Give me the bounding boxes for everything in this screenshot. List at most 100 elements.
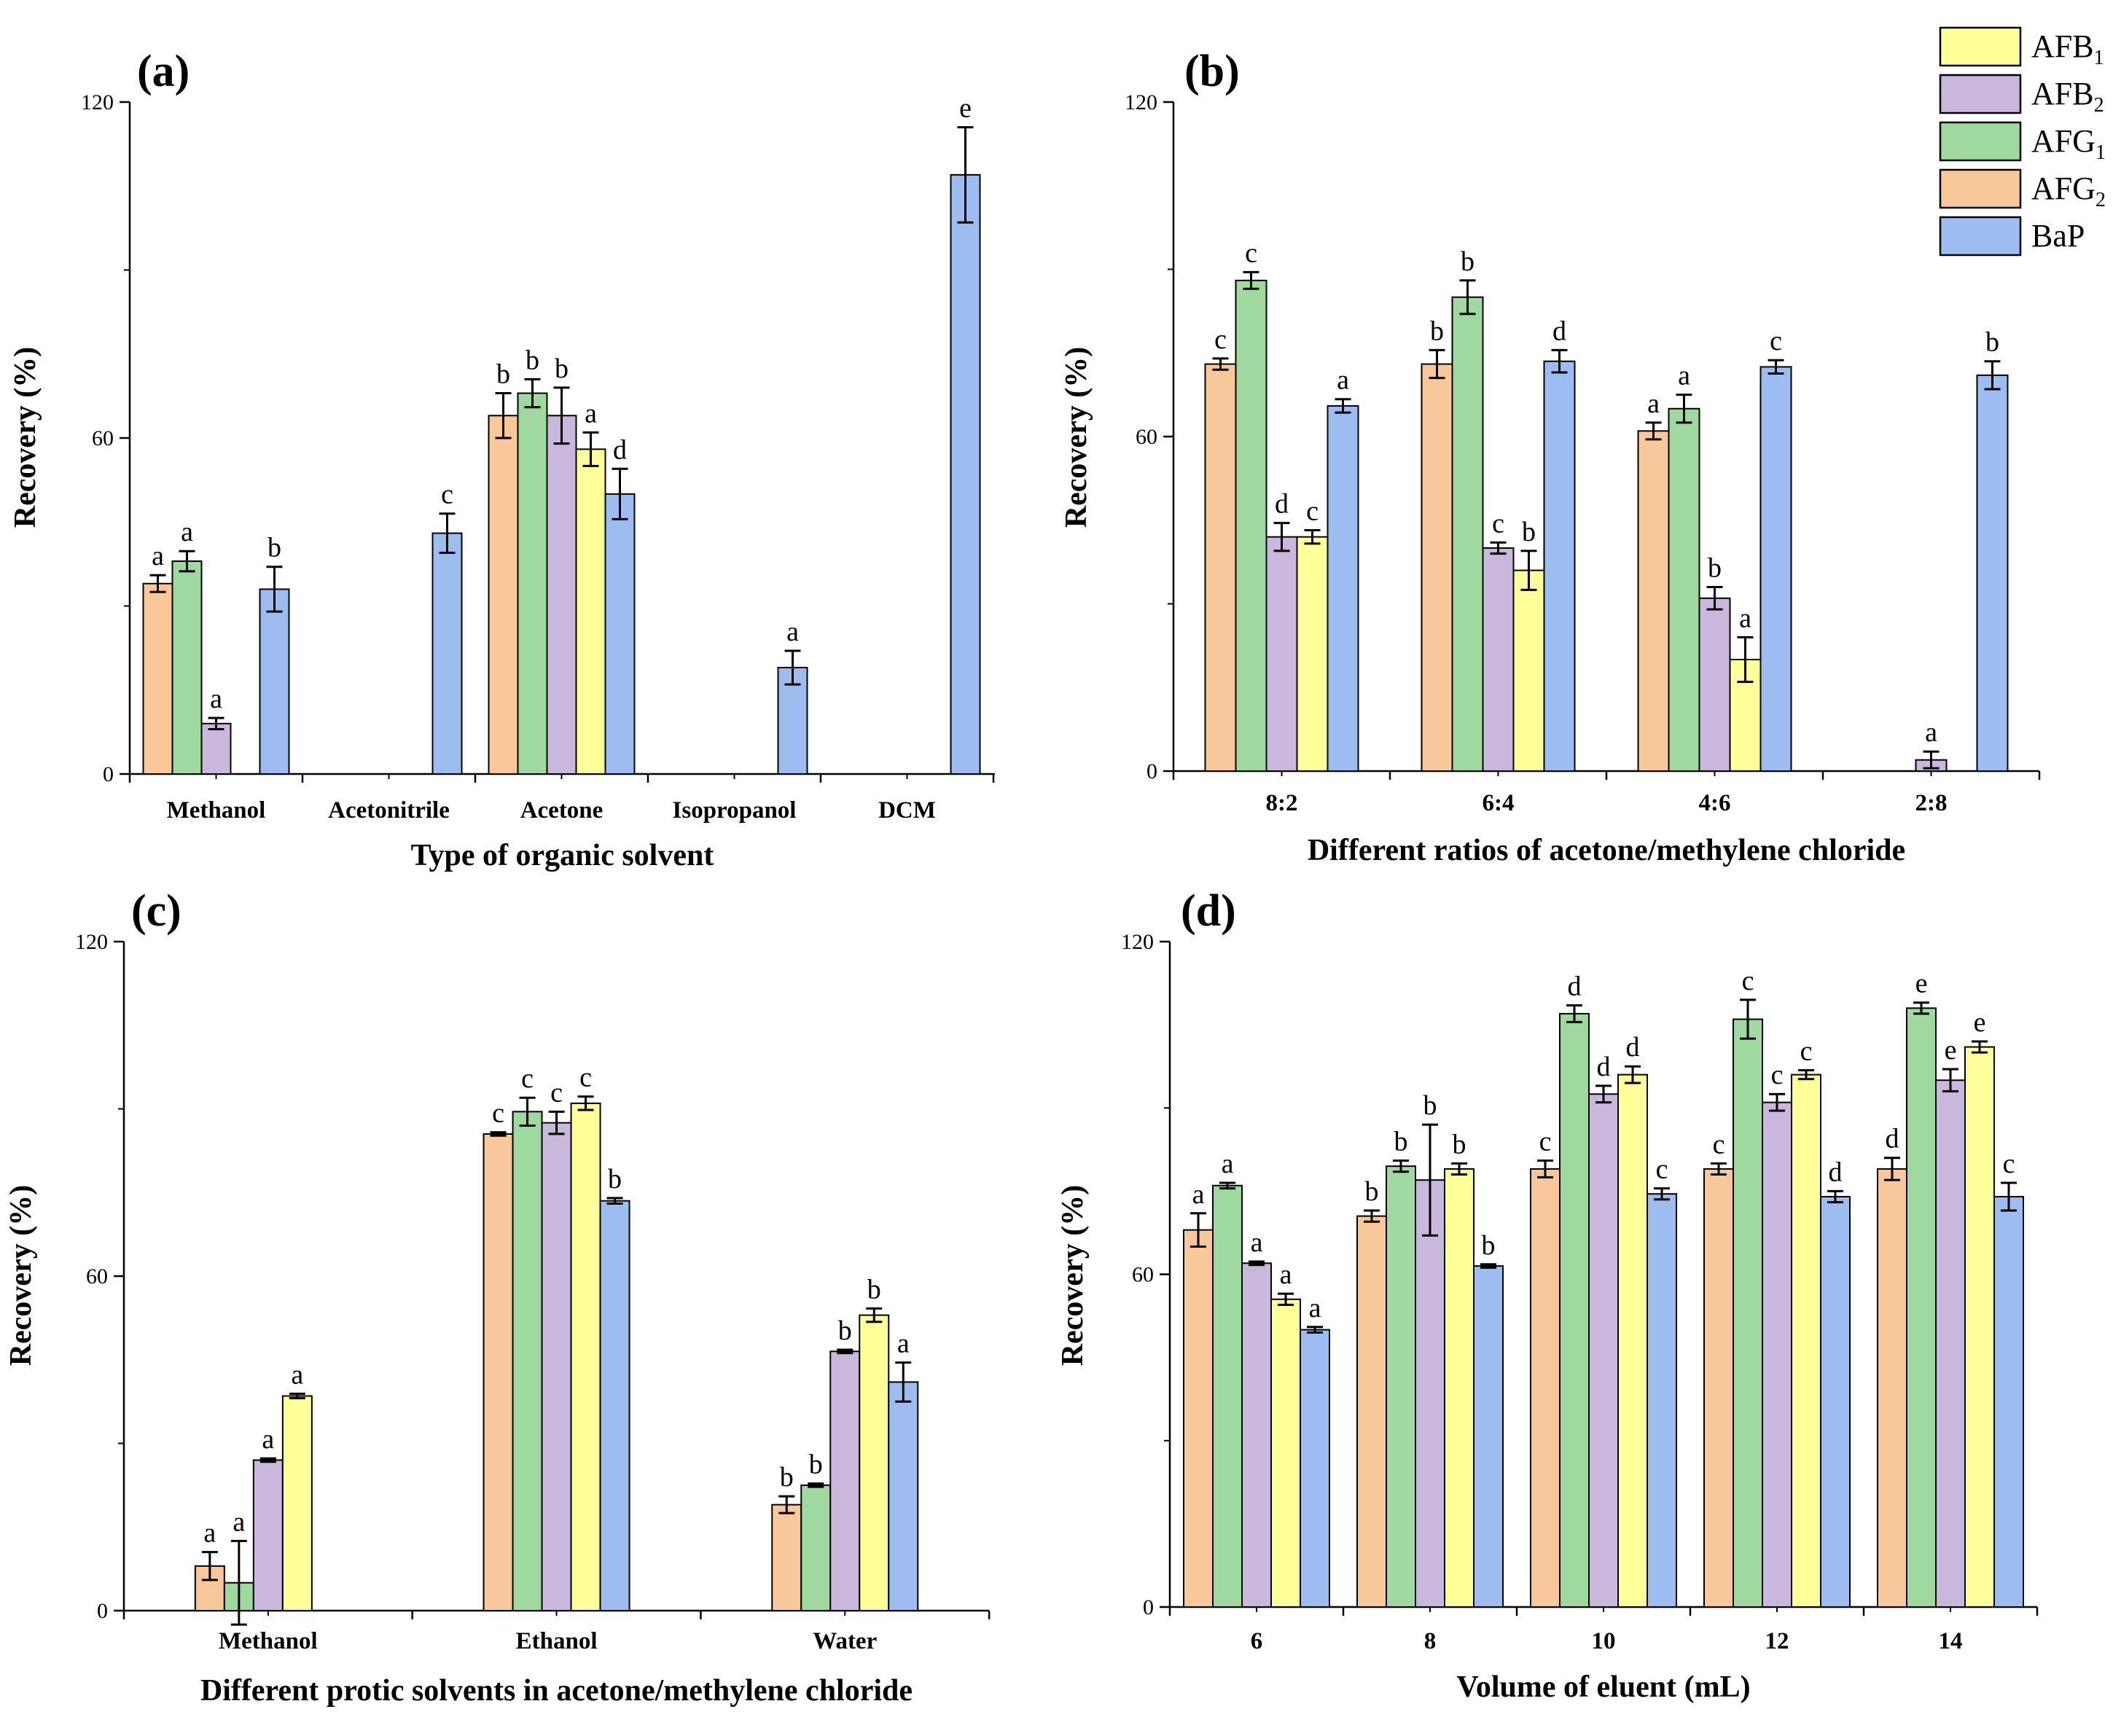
- significance-label: d: [613, 434, 627, 465]
- significance-label: a: [1222, 1149, 1234, 1179]
- significance-label: b: [1461, 246, 1474, 277]
- y-tick-label: 60: [1132, 1263, 1154, 1287]
- bar-afb2-methanol: [200, 722, 232, 775]
- significance-label: a: [233, 1506, 245, 1537]
- bar-bap-ethanol: [599, 1200, 630, 1611]
- significance-label: b: [1985, 327, 1999, 358]
- significance-label: b: [555, 353, 569, 384]
- bar-afg1-4-6: [1668, 407, 1700, 772]
- bar-afb1-methanol: [281, 1395, 313, 1611]
- significance-label: c: [1800, 1036, 1813, 1067]
- significance-label: c: [1306, 496, 1319, 527]
- bar-afg2-methanol: [142, 582, 173, 775]
- significance-label: a: [1192, 1179, 1205, 1210]
- x-tick-label: 14: [1939, 1628, 1963, 1654]
- bar-afg2-4-6: [1637, 430, 1670, 772]
- bar-afg2-6-4: [1421, 363, 1453, 772]
- significance-label: a: [1925, 717, 1937, 748]
- x-tick-label: 8: [1424, 1628, 1437, 1654]
- bar-bap-8-2: [1327, 404, 1359, 772]
- legend-label-afb2: AFB2: [2031, 76, 2104, 117]
- significance-label: c: [1713, 1129, 1725, 1160]
- panel-label: (a): [137, 47, 190, 96]
- significance-label: b: [780, 1462, 794, 1493]
- significance-label: d: [1275, 489, 1289, 520]
- significance-label: d: [1626, 1032, 1640, 1063]
- chart-panel-1: 0 60 120 Methanol Acetonitrile Acetone Isoprop…: [9, 47, 995, 872]
- legend-swatch-afg1: [1939, 121, 2022, 162]
- x-tick-label: 6:4: [1483, 790, 1515, 816]
- bar-afb2-6: [1241, 1262, 1272, 1608]
- significance-label: c: [1771, 1060, 1784, 1090]
- bar-afb1-8: [1444, 1168, 1474, 1608]
- chart-panel-4: 0 60 120 6 8 10 12 14 Volume of eluent (mL) Recov…: [1056, 886, 2039, 1704]
- bar-bap-12: [1820, 1195, 1851, 1608]
- bar-afb2-acetone: [546, 415, 577, 775]
- significance-label: e: [959, 93, 972, 124]
- legend-swatch-afb1: [1939, 26, 2022, 67]
- bar-afg1-ethanol: [512, 1111, 543, 1611]
- bar-afb1-acetone: [575, 448, 606, 775]
- significance-label: b: [608, 1164, 622, 1195]
- bar-afg1-8: [1386, 1165, 1416, 1608]
- bar-afb1-12: [1791, 1074, 1821, 1608]
- bar-afg1-acetone: [517, 392, 548, 775]
- significance-label: c: [1214, 324, 1227, 355]
- bar-afg1-12: [1733, 1018, 1763, 1608]
- bar-afb2-14: [1935, 1079, 1966, 1608]
- bar-afg2-14: [1877, 1168, 1907, 1608]
- significance-label: c: [492, 1098, 504, 1129]
- bar-bap-dcm: [950, 173, 981, 775]
- significance-label: b: [1522, 517, 1536, 547]
- bar-afb1-6-4: [1512, 569, 1545, 772]
- panel-label: (b): [1184, 47, 1240, 96]
- bar-bap-acetone: [604, 493, 636, 775]
- x-tick-label: Isopropanol: [673, 797, 797, 824]
- bar-afg2-8-2: [1204, 363, 1237, 772]
- bar-bap-6: [1300, 1329, 1330, 1608]
- significance-label: a: [1309, 1293, 1321, 1323]
- bar-afg2-8: [1356, 1215, 1387, 1608]
- significance-label: c: [1539, 1127, 1552, 1157]
- legend-label-afg2: AFG2: [2031, 171, 2106, 211]
- x-tick-label: Water: [813, 1628, 877, 1654]
- bar-afg2-water: [771, 1504, 802, 1611]
- bar-afg2-ethanol: [483, 1133, 514, 1612]
- significance-label: a: [786, 617, 799, 647]
- y-tick-label: 60: [86, 1264, 108, 1289]
- significance-label: a: [1280, 1259, 1292, 1290]
- significance-label: a: [203, 1518, 216, 1549]
- significance-label: e: [1974, 1007, 1986, 1038]
- bar-afg1-methanol: [171, 560, 203, 775]
- bar-afb2-ethanol: [541, 1122, 572, 1611]
- legend-swatch-afb2: [1939, 74, 2022, 114]
- bar-afb1-14: [1964, 1046, 1995, 1608]
- bar-bap-acetonitrile: [431, 532, 463, 775]
- bar-afb2-water: [829, 1350, 861, 1612]
- bar-afg1-8-2: [1235, 279, 1267, 772]
- x-axis-title: Volume of eluent (mL): [1456, 1670, 1750, 1704]
- x-tick-label: 4:6: [1699, 790, 1731, 816]
- significance-label: b: [267, 533, 281, 563]
- x-axis-title: Different ratios of acetone/methylene ch…: [1308, 834, 1905, 867]
- bar-afb2-10: [1588, 1093, 1619, 1608]
- bar-afg2-10: [1530, 1168, 1561, 1608]
- bar-bap-8: [1473, 1265, 1504, 1608]
- bar-bap-14: [1993, 1195, 2024, 1608]
- y-tick-label: 120: [1121, 930, 1154, 954]
- x-axis-title: Different protic solvents in acetone/met…: [200, 1674, 913, 1708]
- x-tick-label: DCM: [878, 797, 936, 824]
- significance-label: a: [1739, 603, 1751, 633]
- bar-afb2-6-4: [1482, 547, 1515, 772]
- significance-label: b: [867, 1274, 881, 1305]
- significance-label: a: [1337, 365, 1349, 396]
- significance-label: d: [1829, 1157, 1843, 1187]
- significance-label: a: [1678, 361, 1690, 391]
- bar-bap-6-4: [1543, 360, 1576, 773]
- y-tick-label: 60: [1136, 425, 1157, 449]
- bar-afg1-14: [1906, 1007, 1937, 1608]
- y-tick-label: 0: [97, 1599, 108, 1623]
- significance-label: a: [262, 1424, 274, 1455]
- x-tick-label: 6: [1251, 1628, 1263, 1654]
